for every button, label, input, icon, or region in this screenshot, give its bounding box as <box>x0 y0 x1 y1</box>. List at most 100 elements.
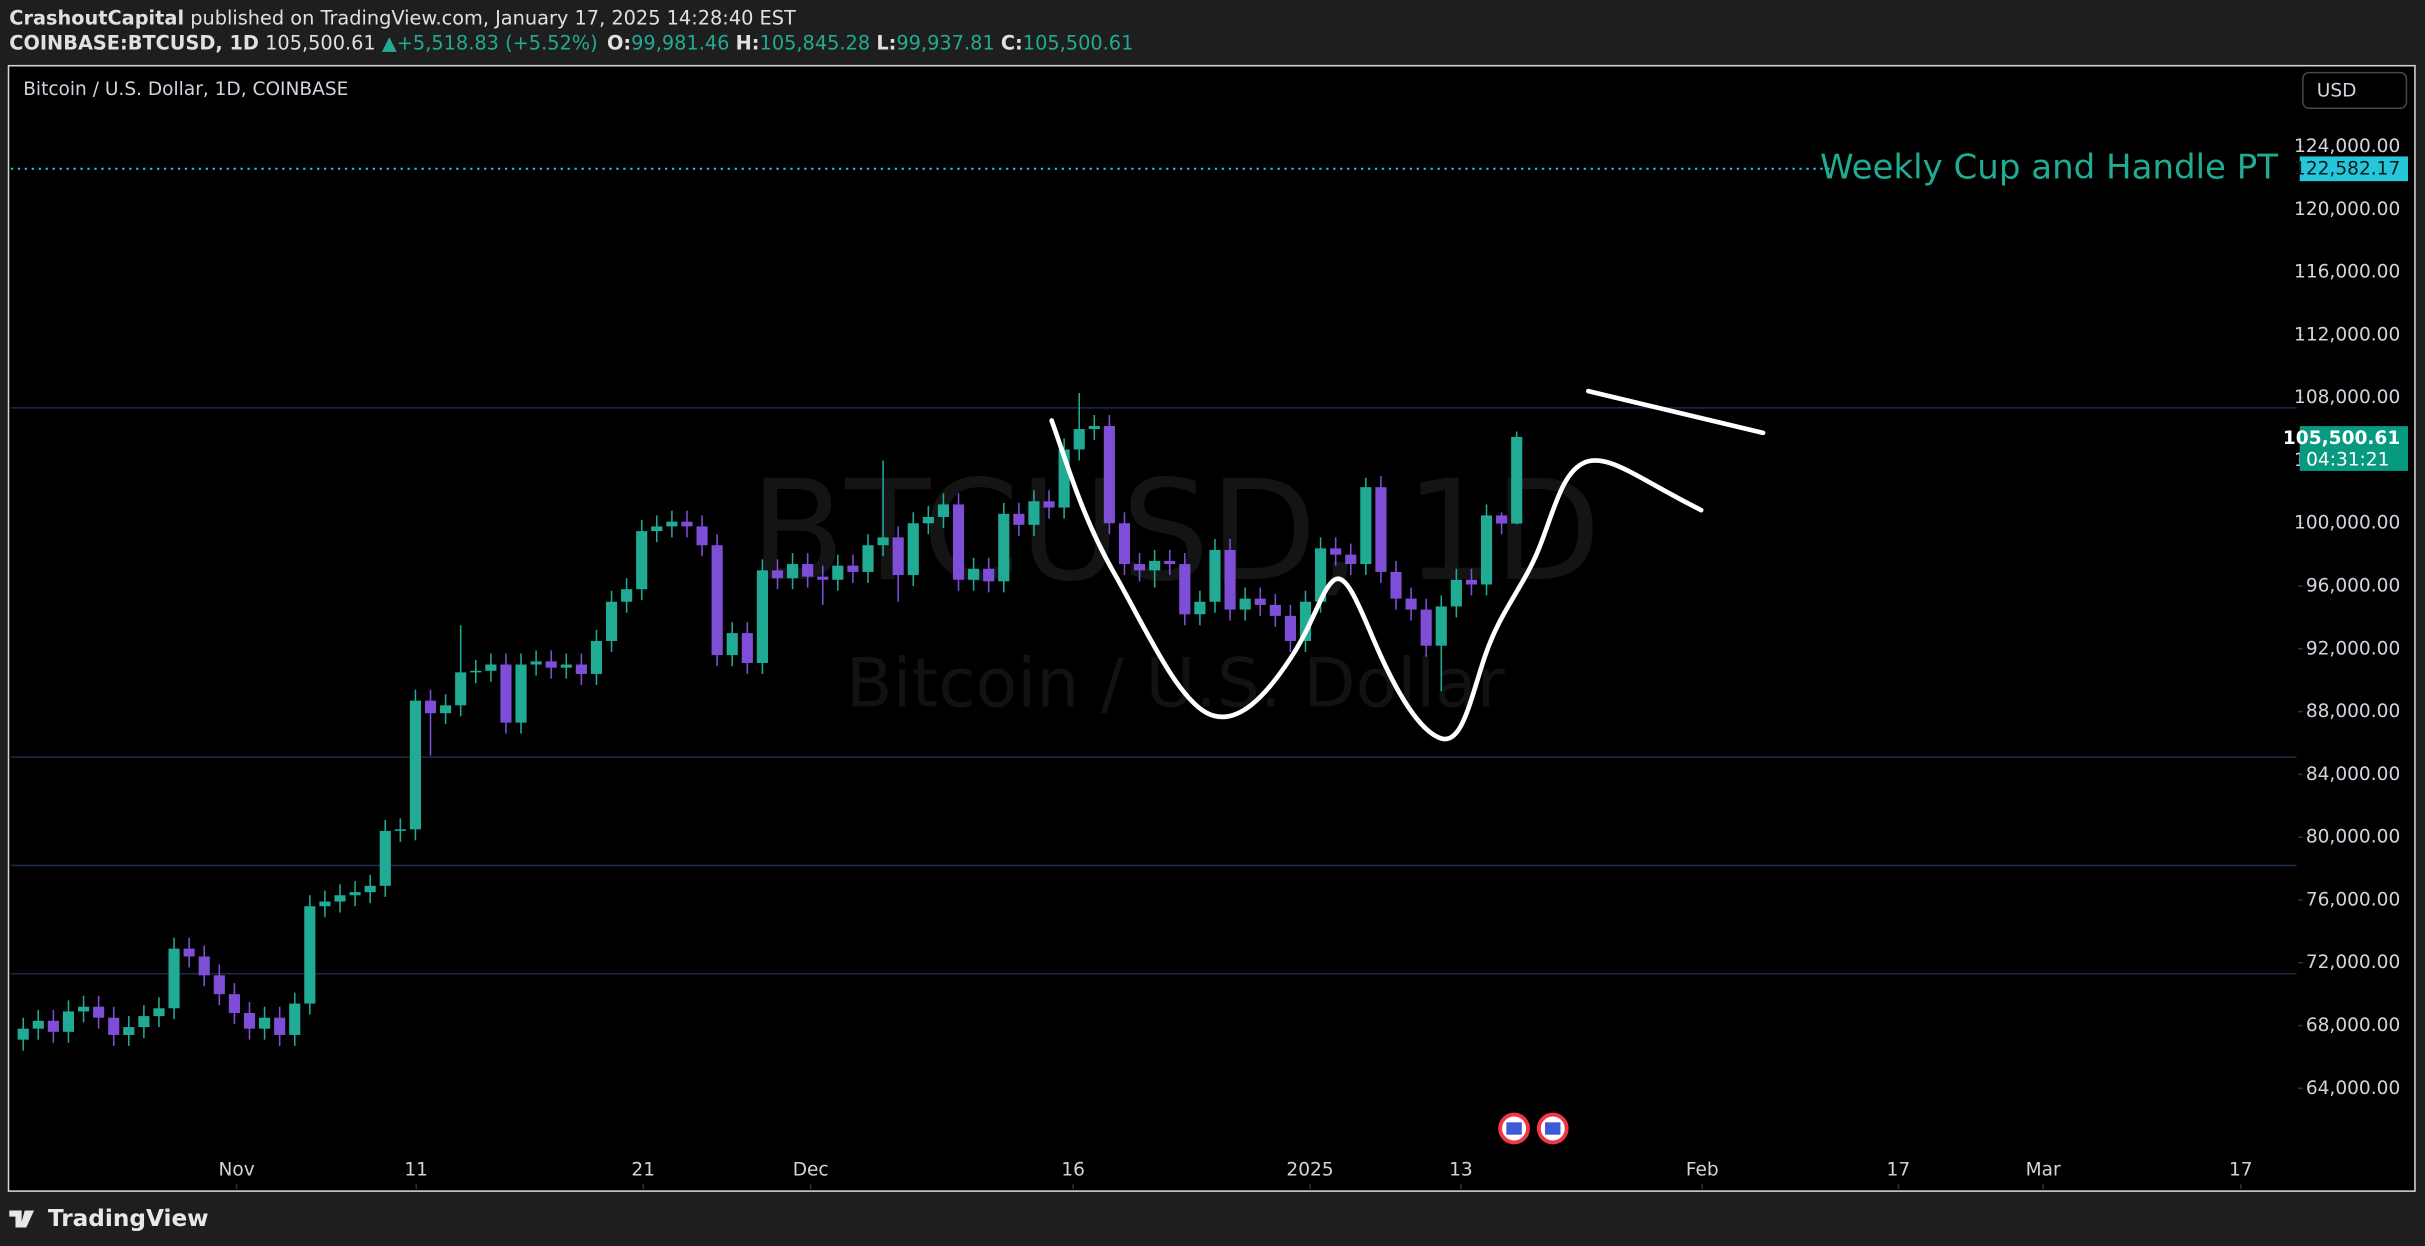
y-tick-label: 64,000.00 <box>2306 1078 2400 1099</box>
y-tick-label: 68,000.00 <box>2306 1015 2400 1036</box>
x-tick-label: 16 <box>1061 1160 1085 1181</box>
candle-body <box>93 1006 105 1018</box>
candle-body <box>802 564 814 577</box>
y-tick-label: 76,000.00 <box>2306 889 2400 910</box>
candle-body <box>847 565 859 572</box>
candle-body <box>1450 579 1462 607</box>
candle-body <box>726 633 738 656</box>
y-tick-label: 80,000.00 <box>2306 827 2400 848</box>
candle-body <box>304 906 316 1004</box>
candle-body <box>485 664 497 671</box>
event-icons <box>1498 1112 1569 1145</box>
candle-body <box>1239 598 1251 610</box>
candle-body <box>1209 549 1221 602</box>
arrow: ▲ <box>382 31 397 54</box>
candle-body <box>1284 615 1296 641</box>
author: CrashoutCapital <box>9 6 184 29</box>
candle-body <box>108 1017 120 1035</box>
candle-body <box>817 576 829 580</box>
x-tick-label: Dec <box>793 1160 829 1181</box>
candle-body <box>1028 501 1040 525</box>
candle-body <box>636 531 648 590</box>
y-tick-label: 84,000.00 <box>2306 764 2400 785</box>
candle-body <box>1073 429 1085 450</box>
x-tick-label: Nov <box>219 1160 255 1181</box>
y-tick-label: 92,000.00 <box>2306 638 2400 659</box>
candle-body <box>1315 548 1327 602</box>
y-tick-label: 120,000.00 <box>2294 199 2400 220</box>
y-tick-label: 116,000.00 <box>2294 262 2400 283</box>
candle-body <box>1405 598 1417 610</box>
candle-body <box>183 948 195 957</box>
y-tick-label: 108,000.00 <box>2294 387 2400 408</box>
chart-frame <box>7 64 2416 1192</box>
ohlc-value: 105,845.28 <box>760 31 871 54</box>
candle-body <box>17 1028 29 1040</box>
candle-body <box>1465 579 1478 585</box>
cup-handle-sketch <box>1049 418 1704 742</box>
candle-body <box>379 830 391 886</box>
candle-body <box>1254 598 1266 605</box>
candle-body <box>922 516 934 524</box>
ohlc-key: C: <box>1001 31 1023 54</box>
last: 105,500.61 <box>265 31 376 54</box>
candle-body <box>153 1008 165 1017</box>
y-tick-label: 88,000.00 <box>2306 701 2400 722</box>
brand: TradingView <box>48 1205 209 1232</box>
candle-body <box>696 526 708 546</box>
symbol: COINBASE:BTCUSD, 1D <box>9 31 259 54</box>
candle-body <box>711 545 723 656</box>
candle-body <box>1375 487 1387 572</box>
legend: Bitcoin / U.S. Dollar, 1D, COINBASE <box>23 79 348 100</box>
candle-body <box>1164 560 1176 565</box>
candle-body <box>651 526 663 532</box>
candle-body <box>32 1020 44 1029</box>
watermark-symbol: BTCUSD, 1D <box>750 450 1601 612</box>
candle-body <box>1149 560 1161 571</box>
candle-body <box>364 885 376 893</box>
x-tick-label: 17 <box>2229 1160 2253 1181</box>
candle-body <box>1360 487 1372 565</box>
candle-body <box>424 700 437 714</box>
currency: USD <box>2317 81 2357 102</box>
candle-body <box>440 705 452 714</box>
candle-body <box>877 537 889 546</box>
flag <box>1506 1122 1522 1135</box>
freehand-drawing <box>1049 388 1766 742</box>
candle-body <box>937 504 950 517</box>
last-price-tag <box>2299 426 2408 471</box>
candle-body <box>621 589 633 602</box>
x-tick-label: 2025 <box>1286 1160 1333 1181</box>
x-tick-label: 11 <box>404 1160 428 1181</box>
target-tag <box>2299 156 2408 182</box>
candle-body <box>968 568 980 580</box>
ohlc-value: 99,937.81 <box>896 31 994 54</box>
candle-body <box>1390 571 1402 599</box>
candle-body <box>47 1020 59 1032</box>
candle-body <box>1088 425 1100 430</box>
candle-body <box>319 901 331 907</box>
last-price-label: 105,500.61 <box>2283 428 2400 449</box>
candle-body <box>590 640 603 674</box>
candle-body <box>832 565 844 580</box>
candle-body <box>213 975 225 995</box>
candle-body <box>274 1017 286 1035</box>
candle-body <box>138 1016 150 1028</box>
candle-body <box>1299 601 1312 641</box>
candle-body <box>1330 548 1342 555</box>
candle-body <box>560 664 572 668</box>
candle-body <box>1133 564 1146 571</box>
candle-body <box>1194 601 1206 615</box>
currency-button[interactable] <box>2302 71 2408 109</box>
candle-body <box>998 513 1010 582</box>
candle-body <box>349 892 361 896</box>
x-tick-label: 17 <box>1887 1160 1911 1181</box>
candle-body <box>771 570 784 579</box>
candle-body <box>605 601 618 641</box>
x-tick-label: Feb <box>1686 1160 1719 1181</box>
plot: BTCUSD, 1D Bitcoin / U.S. Dollar <box>10 167 2297 1051</box>
candle-body <box>983 568 995 582</box>
candle-body <box>1480 515 1493 585</box>
candle-body <box>168 948 180 1009</box>
